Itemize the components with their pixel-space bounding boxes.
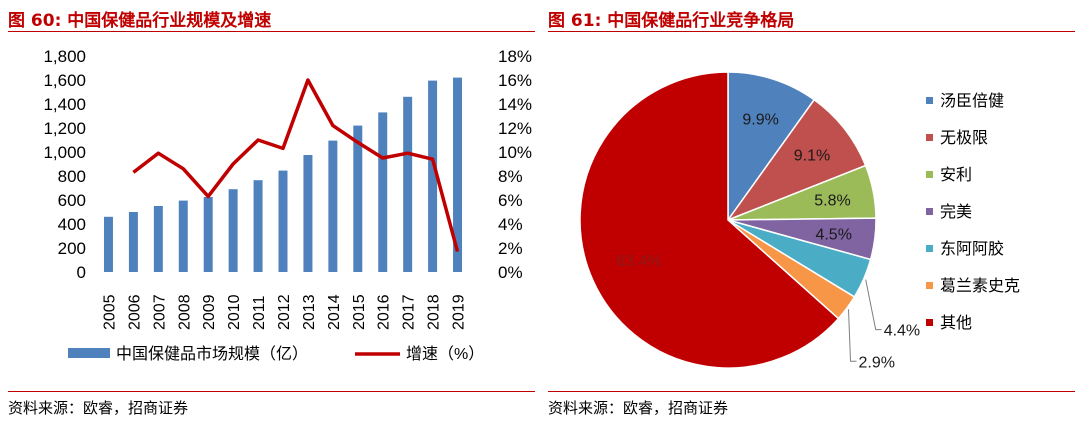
x-tick-label-2008: 2008	[176, 294, 193, 330]
x-tick-label-2010: 2010	[226, 294, 243, 330]
pie-data-label-2: 5.8%	[814, 192, 850, 209]
right-axis-tick-label: 4%	[498, 215, 523, 234]
leader-line-5	[848, 309, 857, 362]
pie-data-label-5: 2.9%	[859, 354, 895, 371]
legend-label-0: 汤臣倍健	[940, 92, 1004, 110]
growth-rate-line	[132, 78, 460, 253]
legend-label-5: 葛兰素史克	[940, 277, 1020, 295]
pie-data-label-6: 63.4%	[616, 253, 661, 270]
left-axis-tick-label: 800	[58, 167, 86, 186]
left-axis-tick-label: 400	[58, 215, 86, 234]
left-source: 资料来源：欧睿，招商证券	[8, 399, 189, 417]
legend-bar-label: 中国保健品市场规模（亿）	[116, 345, 308, 363]
x-tick-label-2018: 2018	[426, 294, 443, 330]
growth-chart: 0 200 400 600 800 1,000 1,200 1,400 1,600 1,800 0%…	[43, 47, 532, 363]
left-title-rule	[8, 31, 535, 32]
right-axis-tick-label: 8%	[498, 167, 523, 186]
x-tick-label-2014: 2014	[326, 294, 343, 330]
legend-line-label: 增速（%）	[406, 345, 484, 363]
legend-swatch-5	[926, 282, 933, 289]
right-axis-tick-label: 6%	[498, 191, 523, 210]
pie-data-label-3: 4.5%	[815, 227, 851, 244]
left-axis-tick-label: 1,200	[43, 119, 86, 138]
legend-swatch-6	[926, 319, 933, 326]
bar-2015	[353, 125, 363, 272]
right-title-rule	[548, 31, 1075, 32]
legend-bar-swatch	[68, 348, 110, 358]
pie-slice-6	[579, 71, 840, 369]
bar-2010	[228, 189, 238, 272]
left-axis-tick-label: 600	[58, 191, 86, 210]
bar-2018	[428, 80, 438, 272]
legend-label-3: 完美	[940, 203, 972, 221]
bar-2013	[303, 155, 313, 272]
legend-label-6: 其他	[940, 314, 972, 332]
left-axis-tick-label: 200	[58, 239, 86, 258]
bar-2017	[403, 96, 413, 272]
left-source-rule	[8, 391, 535, 392]
legend-label-1: 无极限	[940, 129, 988, 147]
legend-swatch-2	[926, 171, 933, 178]
left-figure-title: 图 60: 中国保健品行业规模及增速	[8, 11, 272, 31]
right-axis-tick-label: 14%	[498, 95, 532, 114]
right-axis-tick-label: 2%	[498, 239, 523, 258]
bar-2005	[103, 216, 113, 272]
x-tick-label-2019: 2019	[451, 294, 468, 330]
x-tick-label-2017: 2017	[401, 294, 418, 330]
right-source-rule	[548, 391, 1075, 392]
x-tick-label-2009: 2009	[201, 294, 218, 330]
x-tick-label-2016: 2016	[376, 294, 393, 330]
x-tick-label-2013: 2013	[301, 294, 318, 330]
bar-2019	[453, 77, 463, 272]
bar-2012	[278, 170, 288, 272]
right-axis-tick-label: 10%	[498, 143, 532, 162]
bar-2016	[378, 112, 388, 273]
leader-line-4	[865, 279, 882, 331]
x-tick-label-2006: 2006	[126, 294, 143, 330]
legend-label-2: 安利	[940, 166, 972, 184]
left-axis-tick-label: 1,800	[43, 47, 86, 66]
left-axis-tick-label: 1,600	[43, 71, 86, 90]
bar-2007	[153, 206, 163, 272]
left-figure: 图 60: 中国保健品行业规模及增速 0 200 400 600 800 1,000 1,2…	[8, 0, 535, 424]
legend-swatch-1	[926, 134, 933, 141]
legend-swatch-3	[926, 208, 933, 215]
pie-data-label-4: 4.4%	[884, 323, 920, 340]
right-axis-tick-label: 0%	[498, 263, 523, 282]
legend-label-4: 东阿阿胶	[940, 240, 1004, 258]
right-figure-title: 图 61: 中国保健品行业竞争格局	[548, 11, 795, 31]
left-axis-tick-label: 1,400	[43, 95, 86, 114]
bar-2006	[128, 212, 138, 272]
pie-data-label-1: 9.1%	[794, 147, 830, 164]
right-source: 资料来源：欧睿，招商证券	[548, 399, 729, 417]
left-axis-tick-label: 1,000	[43, 143, 86, 162]
legend-swatch-0	[926, 97, 933, 104]
bar-2011	[253, 180, 263, 272]
x-tick-label-2012: 2012	[276, 294, 293, 330]
right-axis-tick-label: 16%	[498, 71, 532, 90]
x-tick-label-2015: 2015	[351, 294, 368, 330]
bar-2014	[328, 140, 338, 272]
pie-data-label-0: 9.9%	[742, 112, 778, 129]
right-figure: 图 61: 中国保健品行业竞争格局 9.9% 9.1% 5.8% 4.5% 4.4% 2.…	[548, 0, 1075, 424]
legend-swatch-4	[926, 245, 933, 252]
x-tick-label-2007: 2007	[151, 294, 168, 330]
share-pie-chart: 9.9% 9.1% 5.8% 4.5% 4.4% 2.9% 63.4% 汤臣倍健无极限安利完美…	[579, 71, 1020, 371]
left-axis-tick-label: 0	[77, 263, 86, 282]
pie-slice-1	[725, 98, 867, 222]
x-tick-label-2005: 2005	[101, 294, 118, 330]
right-axis-tick-label: 12%	[498, 119, 532, 138]
bar-2008	[178, 200, 188, 272]
pie-slice-0	[727, 71, 816, 223]
x-tick-label-2011: 2011	[251, 295, 268, 330]
bar-2009	[203, 197, 213, 272]
right-axis-tick-label: 18%	[498, 47, 532, 66]
